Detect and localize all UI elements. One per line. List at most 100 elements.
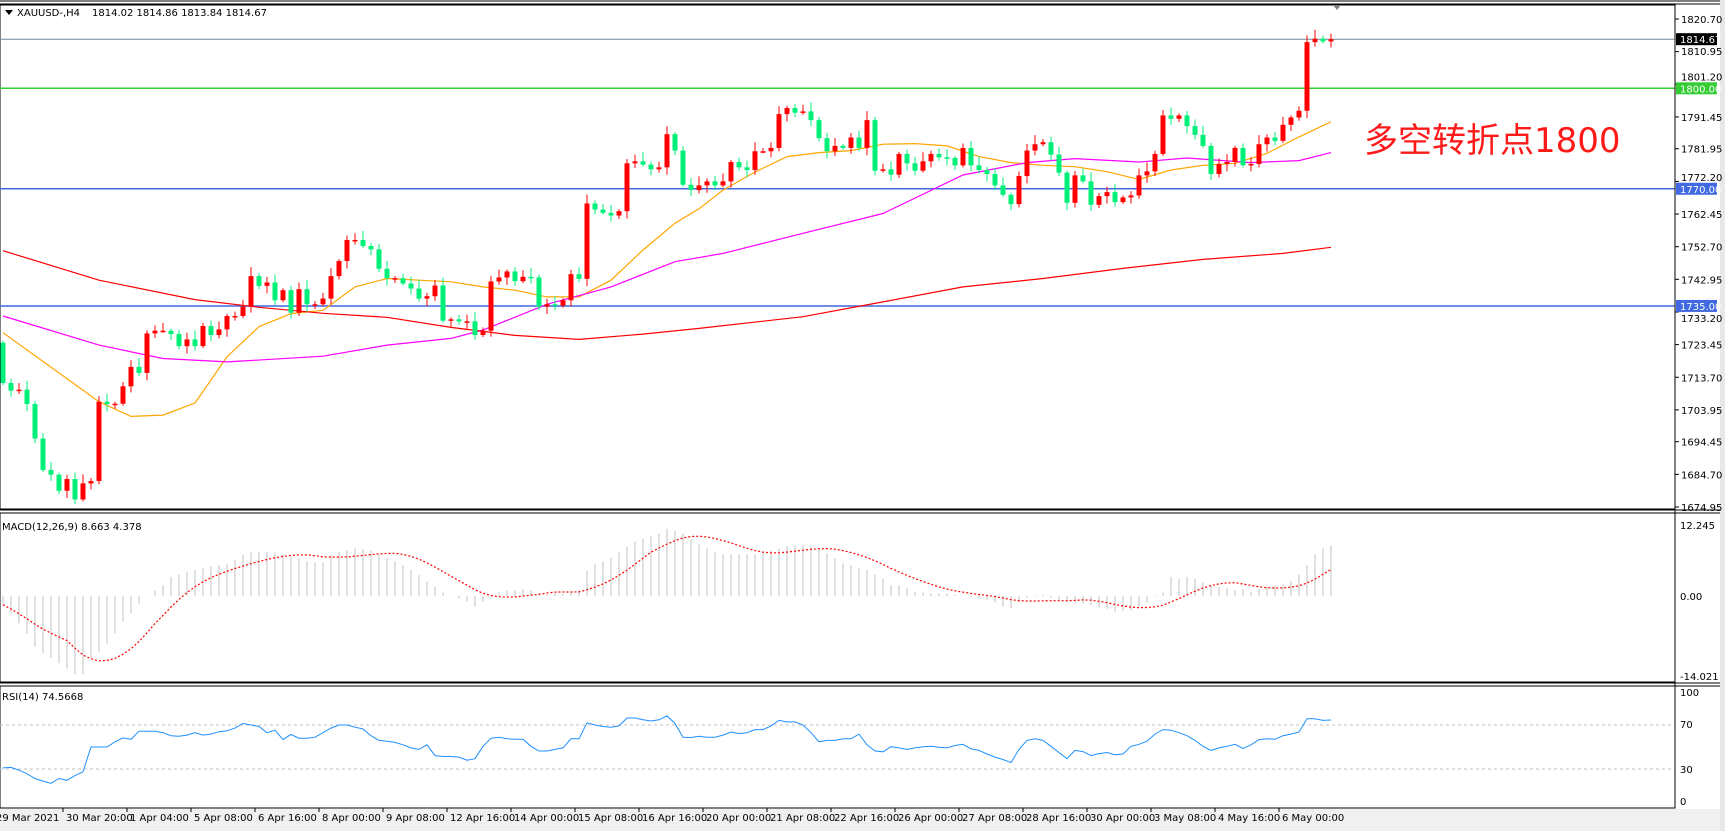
- price-tick-label: 1810.95: [1681, 47, 1722, 58]
- candle: [16, 382, 22, 394]
- candle: [784, 106, 790, 122]
- candle-body: [1232, 147, 1238, 162]
- candle: [696, 176, 702, 194]
- candle: [904, 149, 910, 171]
- candle: [1168, 107, 1174, 125]
- candle: [536, 274, 542, 310]
- candle-body: [1320, 38, 1326, 42]
- candle: [1248, 157, 1254, 172]
- candle-body: [656, 167, 662, 170]
- candle-body: [1032, 144, 1038, 151]
- candle: [8, 378, 14, 397]
- candle: [936, 148, 942, 161]
- candle-body: [464, 321, 470, 323]
- candle: [384, 260, 390, 286]
- candle-body: [248, 276, 254, 307]
- candle-body: [56, 474, 62, 491]
- candle-body: [984, 170, 990, 175]
- candle-body: [1120, 197, 1126, 203]
- macd-signal-line: [2, 535, 1332, 662]
- candle-body: [544, 304, 550, 307]
- price-panel[interactable]: 多空转折点1800 XAUUSD-,H4 1814.02 1814.86 181…: [0, 4, 1676, 510]
- candle: [1064, 170, 1070, 211]
- macd-histogram: [2, 528, 1332, 675]
- candle: [672, 132, 678, 156]
- candle-body: [640, 161, 646, 165]
- candle-body: [448, 319, 454, 321]
- macd-panel[interactable]: MACD(12,26,9) 8.663 4.378: [0, 512, 1676, 683]
- candle: [480, 327, 486, 338]
- candle: [1080, 168, 1086, 184]
- rsi-axis: 100 70 30 0: [1680, 688, 1699, 808]
- candle-body: [408, 283, 414, 289]
- candle-body: [952, 157, 958, 166]
- candle: [400, 273, 406, 286]
- time-tick-label: 27 Apr 08:00: [962, 813, 1027, 824]
- symbol-menu-triangle-icon[interactable]: [5, 10, 13, 15]
- candle: [64, 474, 70, 499]
- candle: [1136, 168, 1142, 199]
- time-tick-label: 8 Apr 00:00: [322, 813, 381, 824]
- candle-body: [216, 329, 222, 336]
- candle: [616, 209, 622, 219]
- time-tick-label: 6 Apr 16:00: [258, 813, 317, 824]
- candle: [352, 233, 358, 245]
- candle: [328, 268, 334, 305]
- rsi-label: RSI(14) 74.5668: [2, 692, 83, 703]
- candle-body: [328, 276, 334, 299]
- candle: [88, 477, 94, 490]
- candle: [1000, 177, 1006, 197]
- candle: [736, 157, 742, 171]
- price-axis[interactable]: 1820.70 1810.95 1801.20 1791.45 1781.95 1772.…: [1674, 5, 1722, 808]
- candle: [120, 381, 126, 406]
- time-tick-label: 30 Mar 20:00: [66, 813, 133, 824]
- candle-body: [80, 483, 86, 500]
- candle-body: [264, 282, 270, 286]
- candle: [928, 150, 934, 168]
- time-tick-label: 5 Apr 08:00: [194, 813, 253, 824]
- candle-body: [32, 404, 38, 439]
- candle: [392, 276, 398, 283]
- candle: [184, 332, 190, 354]
- candle-body: [1056, 154, 1062, 173]
- candle-body: [1192, 126, 1198, 135]
- candle: [40, 433, 46, 473]
- chart-shift-marker-icon[interactable]: [1333, 5, 1341, 10]
- level-price-tag: 1735.00: [1680, 302, 1721, 313]
- candle-body: [584, 203, 590, 279]
- price-tick-label: 1723.45: [1681, 341, 1722, 352]
- candle: [0, 340, 6, 385]
- candle: [32, 400, 38, 444]
- candle-body: [1048, 142, 1054, 155]
- candle: [288, 285, 294, 319]
- candle-body: [680, 150, 686, 185]
- candle: [136, 357, 142, 377]
- candle: [1184, 111, 1190, 134]
- horizontal-levels: [0, 38, 1675, 307]
- candle-body: [824, 138, 830, 152]
- candle-body: [456, 319, 462, 322]
- candle: [96, 396, 102, 485]
- candle-body: [1312, 38, 1318, 43]
- candle: [200, 322, 206, 349]
- time-axis[interactable]: 29 Mar 2021 30 Mar 20:001 Apr 04:00 5 Apr …: [0, 807, 1675, 824]
- candle-body: [720, 181, 726, 186]
- rsi-line: [2, 715, 1332, 784]
- candle-body: [1000, 185, 1006, 195]
- macd-axis-zero: 0.00: [1680, 592, 1702, 603]
- candle-body: [72, 479, 78, 500]
- candle: [144, 330, 150, 381]
- candle: [368, 242, 374, 256]
- candle-body: [0, 342, 6, 383]
- candle: [160, 322, 166, 333]
- candle: [1192, 119, 1198, 140]
- candle: [848, 133, 854, 154]
- candle-body: [600, 209, 606, 213]
- price-tick-label: 1752.70: [1681, 243, 1722, 254]
- candle: [504, 269, 510, 285]
- time-tick-label: 29 Mar 2021: [0, 813, 59, 824]
- candle: [312, 301, 318, 309]
- candle-body: [160, 330, 166, 333]
- candle: [1032, 135, 1038, 156]
